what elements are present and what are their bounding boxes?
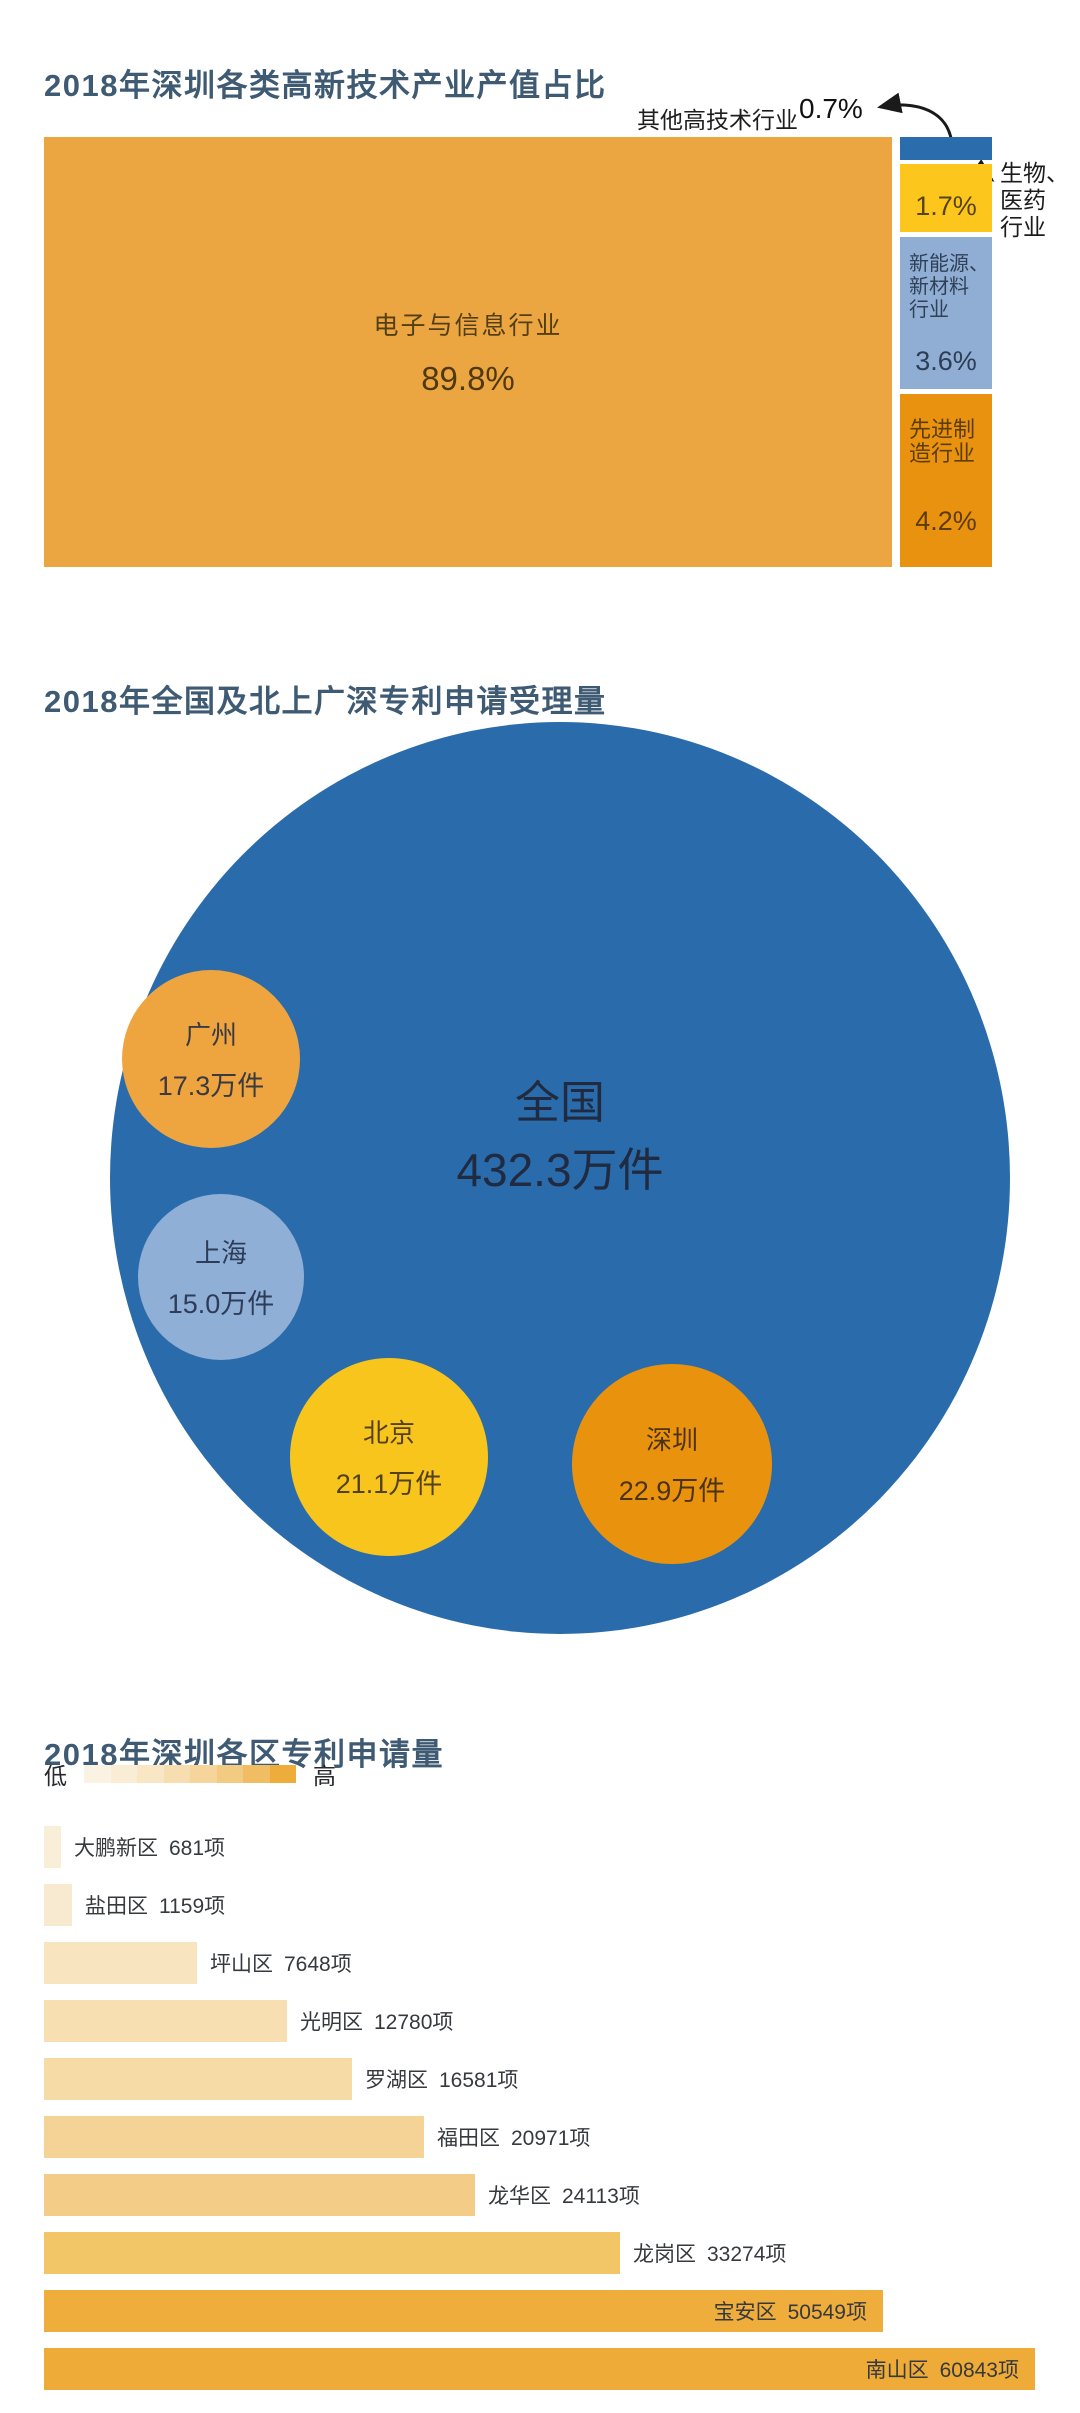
bar-label-luohu: 罗湖区 16581项: [365, 2064, 518, 2094]
bar-label-longhua: 龙华区 24113项: [488, 2180, 640, 2210]
bar-nanshan: [44, 2348, 1035, 2390]
bar-row-longgang: 龙岗区 33274项: [44, 2232, 1054, 2274]
bar-dapeng: [44, 1826, 61, 1868]
legend-gradient-step: [84, 1765, 111, 1783]
district-name: 罗湖区: [365, 2069, 428, 2092]
bar-label-futian: 福田区 20971项: [437, 2122, 590, 2152]
national-value: 432.3万件: [456, 1144, 664, 1196]
district-name: 坪山区: [210, 1953, 273, 1976]
bar-row-longhua: 龙华区 24113项: [44, 2174, 1054, 2216]
annotation-other-label: 其他高技术行业: [637, 107, 798, 133]
bubble-shanghai: 上海 15.0万件: [138, 1194, 304, 1360]
treemap-block-advanced-manufacturing: 先进制 造行业 4.2%: [900, 394, 992, 567]
bar-label-yantian: 盐田区 1159项: [85, 1890, 225, 1920]
district-value: 60843项: [939, 2359, 1019, 2382]
shanghai-value: 15.0万件: [167, 1289, 275, 1319]
bar-row-nanshan: 南山区 60843项: [44, 2348, 1054, 2390]
bubble-beijing: 北京 21.1万件: [290, 1358, 488, 1556]
beijing-value: 21.1万件: [335, 1469, 443, 1499]
legend-gradient-step: [110, 1765, 137, 1783]
district-value: 50549项: [787, 2301, 867, 2324]
district-value: 12780项: [374, 2011, 454, 2034]
color-scale-legend: 低 高: [44, 1757, 336, 1791]
bar-longgang: [44, 2232, 620, 2274]
guangzhou-value: 17.3万件: [157, 1071, 265, 1101]
arrow-to-other-block: [877, 92, 954, 147]
shenzhen-value: 22.9万件: [618, 1476, 726, 1506]
bio-pharma-external-label: 生物、 医药 行业: [1000, 160, 1069, 240]
bar-label-dapeng: 大鹏新区 681项: [74, 1832, 225, 1862]
bar-row-yantian: 盐田区 1159项: [44, 1884, 1054, 1926]
legend-high-label: 高: [313, 1763, 336, 1789]
new-energy-value: 3.6%: [915, 346, 977, 376]
district-name: 光明区: [300, 2011, 363, 2034]
bar-row-dapeng: 大鹏新区 681项: [44, 1826, 1054, 1868]
district-name: 南山区: [865, 2359, 929, 2382]
district-value: 681项: [169, 1837, 226, 1860]
district-value: 7648项: [284, 1953, 352, 1976]
treemap-block-new-energy-materials: 新能源、 新材料 行业 3.6%: [900, 237, 992, 389]
district-value: 33274项: [707, 2243, 787, 2266]
legend-gradient-strip: [84, 1765, 296, 1783]
district-name: 大鹏新区: [74, 1837, 158, 1860]
bar-label-nanshan: 南山区 60843项: [44, 2354, 1019, 2384]
bar-yantian: [44, 1884, 72, 1926]
district-name: 福田区: [437, 2127, 500, 2150]
treemap-block-bio-pharma: 1.7%: [900, 164, 992, 232]
bar-row-luohu: 罗湖区 16581项: [44, 2058, 1054, 2100]
legend-gradient-step: [243, 1765, 270, 1783]
national-name: 全国: [514, 1077, 605, 1128]
bubble-title: 2018年全国及北上广深专利申请受理量: [44, 683, 607, 719]
annotation-other-value: 0.7%: [799, 93, 863, 124]
bubble-shenzhen: 深圳 22.9万件: [572, 1364, 772, 1564]
district-name: 龙华区: [488, 2185, 551, 2208]
bar-label-guangming: 光明区 12780项: [300, 2006, 453, 2036]
beijing-name: 北京: [362, 1418, 415, 1448]
bar-label-longgang: 龙岗区 33274项: [633, 2238, 786, 2268]
shenzhen-name: 深圳: [645, 1425, 698, 1455]
bubble-national: [110, 722, 1010, 1634]
district-name: 龙岗区: [633, 2243, 696, 2266]
treemap-block-electronics: 电子与信息行业 89.8%: [44, 137, 892, 567]
treemap-block-other-hightech: [900, 137, 992, 160]
district-value: 1159项: [159, 1895, 226, 1918]
district-value: 20971项: [511, 2127, 591, 2150]
legend-gradient-step: [269, 1765, 296, 1783]
new-energy-label: 新能源、 新材料 行业: [909, 253, 989, 321]
guangzhou-name: 广州: [184, 1020, 237, 1050]
district-value: 24113项: [562, 2185, 640, 2208]
district-name: 宝安区: [713, 2301, 777, 2324]
bar-label-baoan: 宝安区 50549项: [44, 2296, 867, 2326]
bar-row-guangming: 光明区 12780项: [44, 2000, 1054, 2042]
bar-row-pingshan: 坪山区 7648项: [44, 1942, 1054, 1984]
bar-row-futian: 福田区 20971项: [44, 2116, 1054, 2158]
bar-baoan: [44, 2290, 883, 2332]
legend-gradient-step: [163, 1765, 190, 1783]
bio-pharma-value: 1.7%: [915, 191, 977, 221]
electronics-label: 电子与信息行业: [373, 312, 563, 340]
shanghai-name: 上海: [194, 1238, 247, 1268]
district-bars: 大鹏新区 681项 盐田区 1159项 坪山区 7648项 光明区 12780项 罗湖区…: [44, 1826, 1054, 2406]
legend-gradient-step: [190, 1765, 217, 1783]
bar-label-pingshan: 坪山区 7648项: [210, 1948, 352, 1978]
bar-longhua: [44, 2174, 475, 2216]
bar-row-baoan: 宝安区 50549项: [44, 2290, 1054, 2332]
legend-gradient-step: [216, 1765, 243, 1783]
bubble-national-label: 全国 432.3万件: [410, 1077, 710, 1197]
legend-gradient-step: [137, 1765, 164, 1783]
bar-luohu: [44, 2058, 352, 2100]
bar-futian: [44, 2116, 424, 2158]
bar-pingshan: [44, 1942, 197, 1984]
advanced-manufacturing-value: 4.2%: [915, 506, 977, 536]
electronics-value: 89.8%: [421, 360, 515, 397]
district-value: 16581项: [439, 2069, 519, 2092]
legend-low-label: 低: [44, 1763, 67, 1789]
bar-guangming: [44, 2000, 287, 2042]
district-name: 盐田区: [85, 1895, 148, 1918]
treemap-title: 2018年深圳各类高新技术产业产值占比: [44, 67, 607, 103]
advanced-manufacturing-label: 先进制 造行业: [909, 417, 976, 466]
bubble-guangzhou: 广州 17.3万件: [122, 970, 300, 1148]
